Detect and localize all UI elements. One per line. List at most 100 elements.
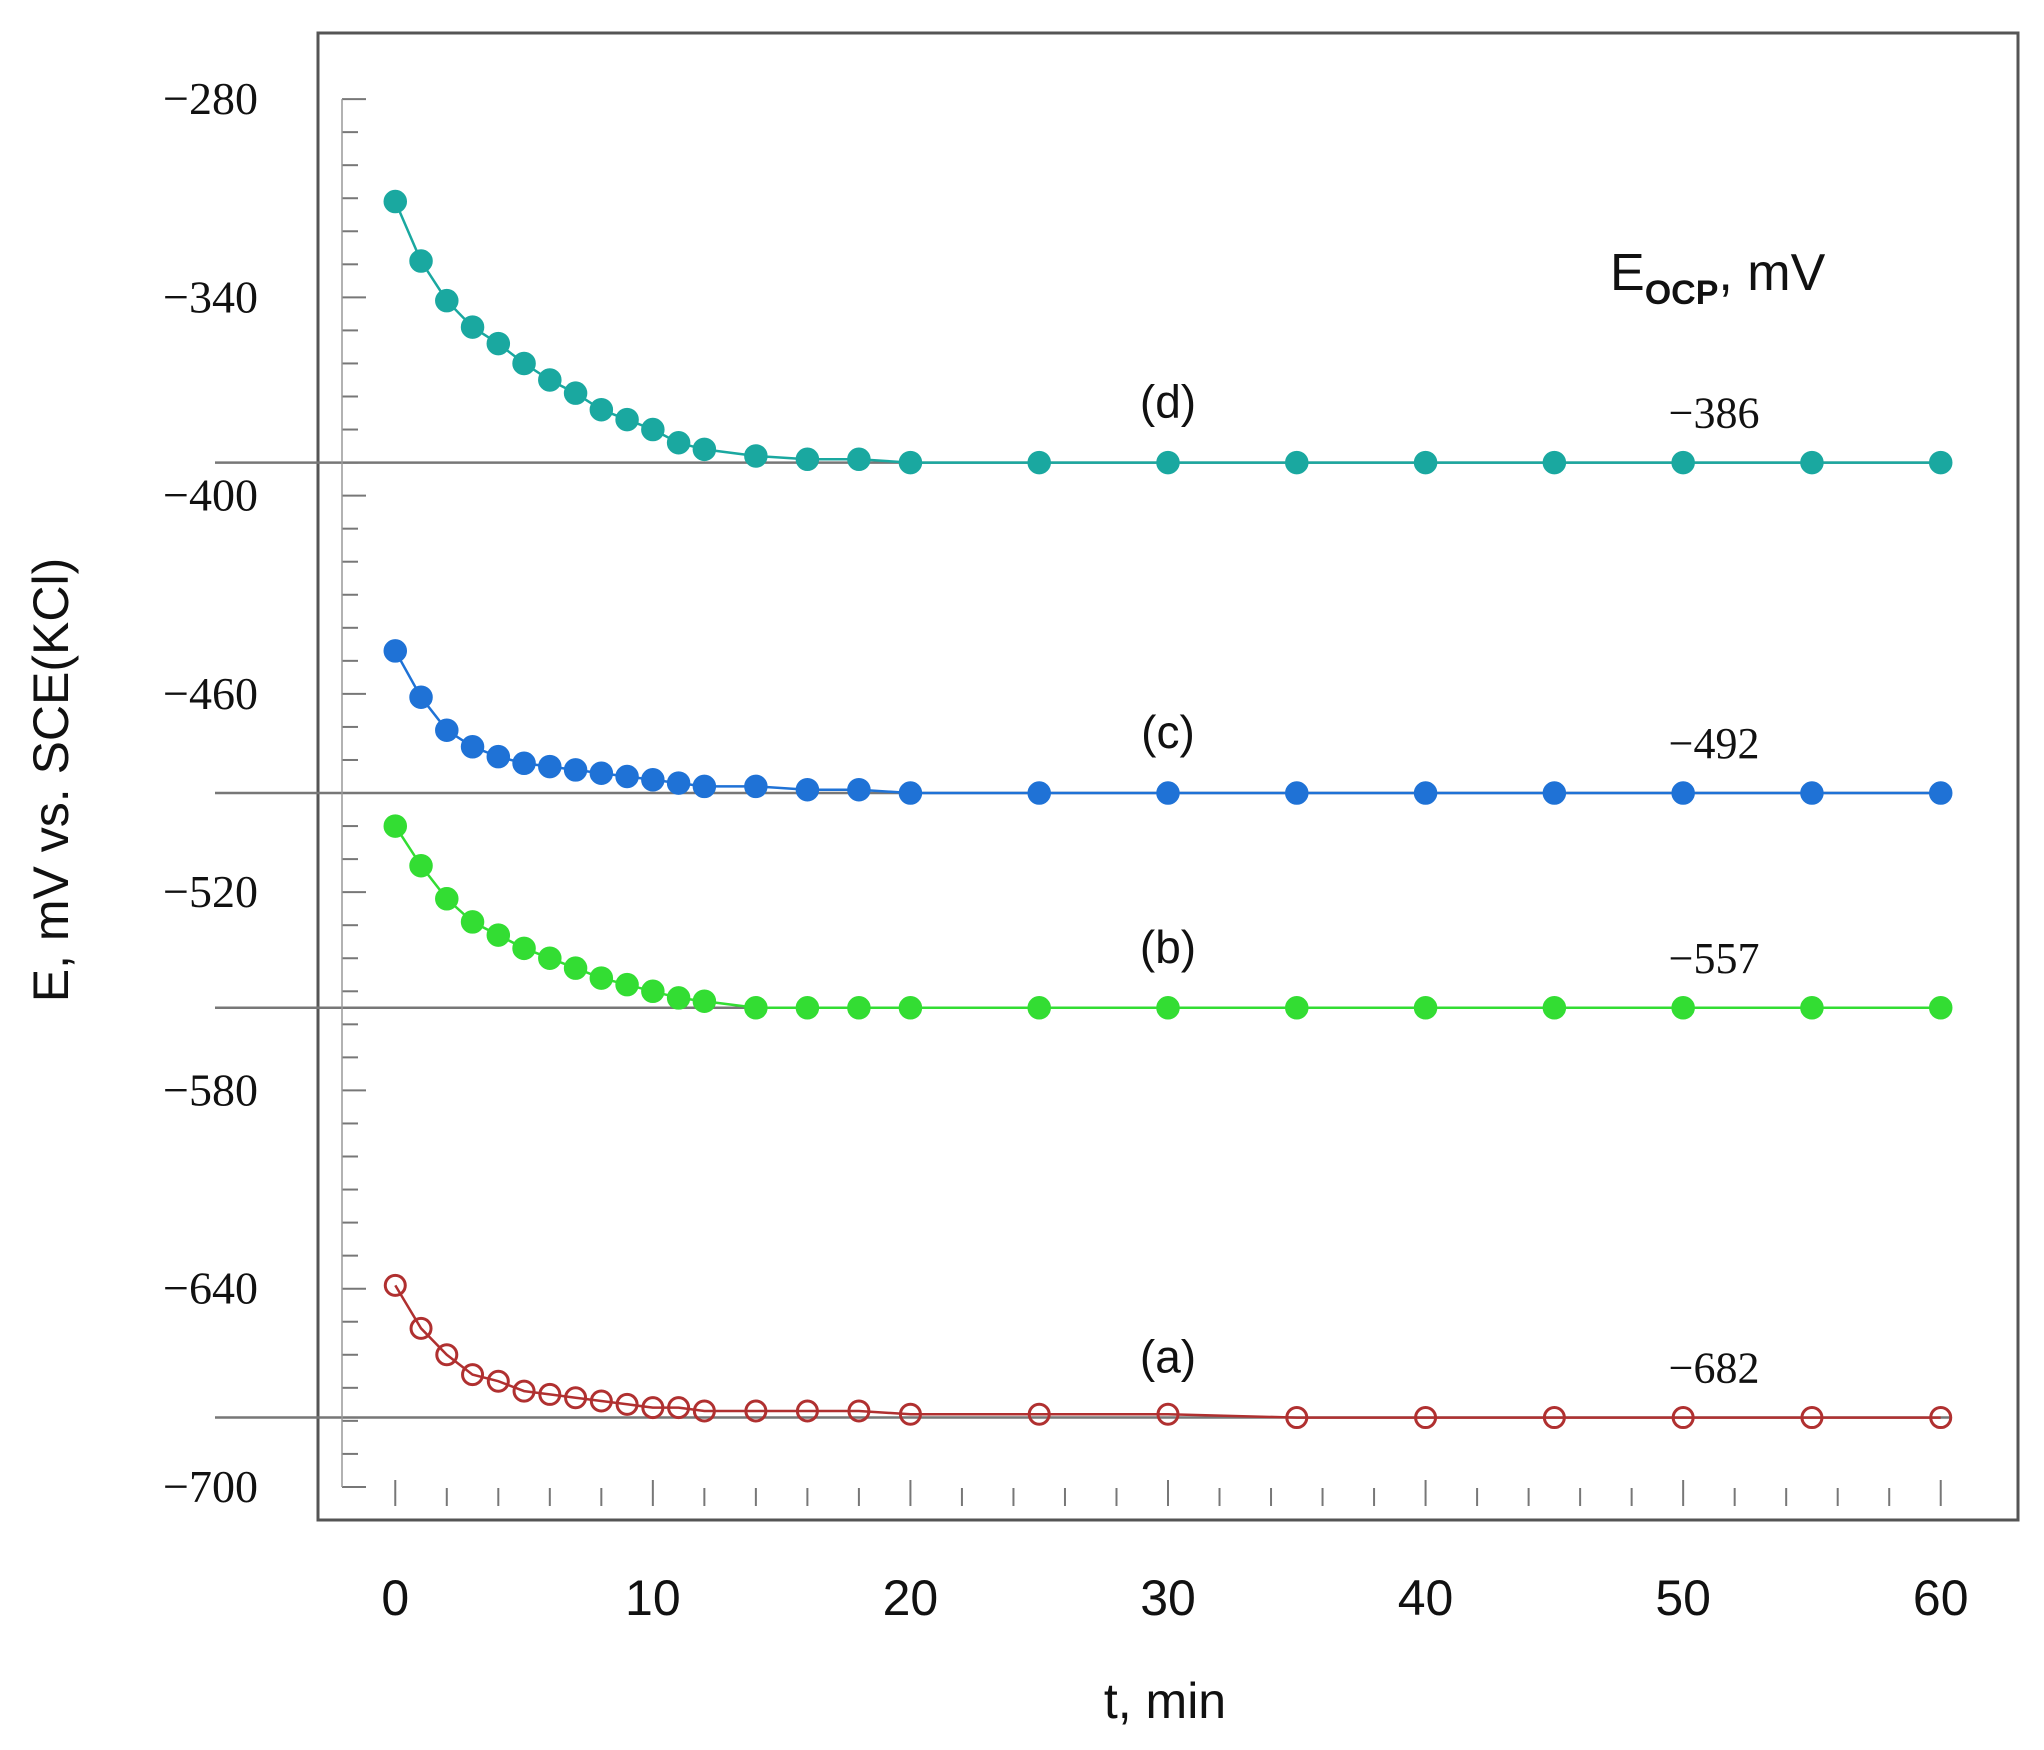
data-point [512,1379,536,1403]
tick-labels: −280 −340 −400 −460 −520 −580 −640 −700 0 10 20 30 4… [163,73,1968,1626]
x-tick-label: 40 [1398,1570,1454,1626]
data-point [538,368,562,392]
data-point [744,1399,768,1423]
data-point [795,447,820,472]
data-point [589,761,614,785]
data-point [1671,1406,1695,1430]
y-tick-label: −400 [163,470,258,521]
data-point [666,771,691,795]
data-point [1671,450,1695,475]
series-c [383,639,1953,805]
data-point [486,331,511,356]
data-point [641,1396,665,1420]
data-point [461,1363,485,1387]
x-tick-label: 20 [883,1570,939,1626]
data-point [615,764,639,789]
data-point [1027,781,1051,805]
data-point [898,450,923,475]
series-d [383,189,1953,475]
eocp-annotation-suffix: , mV [1718,244,1825,302]
y-axis-title: E, mV vs. SCE(KCl) [23,558,79,1002]
data-point [666,986,691,1010]
data-point [615,407,639,432]
data-point [744,774,768,799]
data-point [692,1399,716,1423]
y-tick-label: −700 [163,1461,258,1512]
data-point [1929,1406,1953,1430]
data-point [1542,996,1567,1020]
data-point [589,397,614,422]
x-tick-label: 0 [381,1570,409,1626]
y-tick-label: −580 [163,1064,258,1115]
data-point [435,718,459,742]
data-point [486,744,511,769]
data-point [744,444,768,468]
data-point [1027,1402,1051,1426]
data-point [1027,996,1051,1020]
data-point [1800,1406,1824,1430]
data-point [744,996,768,1020]
data-point [898,1402,922,1426]
data-point [898,781,923,805]
eocp-value-a: −682 [1669,1344,1760,1393]
data-point [460,735,485,759]
data-point [564,1386,588,1410]
data-point [1542,450,1567,475]
data-point [795,996,820,1020]
data-point [383,814,408,838]
data-point [1542,781,1567,805]
eocp-annotation-main: E [1610,244,1645,302]
data-point [667,1396,691,1420]
data-point [512,351,536,376]
x-axis-title: t, min [1104,1673,1226,1729]
data-point [1671,996,1695,1020]
y-tick-label: −520 [163,866,258,917]
series-labels: (a) −682 (b) −557 (c) −492 (d) −386 [1140,376,1760,1393]
eocp-annotation: EOCP, mV [1610,244,1826,312]
data-point [847,447,871,472]
data-point [1156,450,1180,475]
data-point [898,996,923,1020]
data-point [409,685,433,709]
eocp-value-c: −492 [1669,719,1760,768]
data-point [435,288,459,313]
series-line-a [394,1284,1941,1419]
data-point [847,996,871,1020]
data-point [383,1273,407,1297]
x-tick-label: 60 [1913,1570,1969,1626]
data-point [1414,1406,1438,1430]
data-point [692,774,717,799]
data-point [409,249,433,273]
data-point [1156,781,1180,805]
data-point [847,777,871,802]
eocp-annotation-sub: OCP [1645,274,1719,312]
data-point [615,1392,639,1416]
data-point [1800,450,1824,475]
data-point [1156,1402,1180,1426]
data-point [512,751,536,776]
eocp-value-d: −386 [1669,389,1760,438]
data-point [1156,996,1180,1020]
y-tick-label: −640 [163,1263,258,1314]
curve-label-d: (d) [1140,376,1196,428]
x-tick-label: 30 [1140,1570,1196,1626]
data-point [435,1343,459,1367]
data-point [641,979,665,1004]
data-point [435,887,459,911]
data-point [538,1382,562,1406]
data-point [538,754,562,779]
data-point [1413,781,1438,805]
curve-label-c: (c) [1141,706,1195,758]
data-point [1413,450,1438,475]
data-point [1928,450,1953,475]
data-point [1542,1406,1566,1430]
data-point [538,946,562,970]
y-tick-label: −280 [163,73,258,124]
data-point [1671,781,1695,805]
y-tick-label: −340 [163,271,258,322]
data-point [666,431,691,455]
x-tick-label: 10 [625,1570,681,1626]
data-point [486,923,511,947]
data-point [589,1389,613,1413]
